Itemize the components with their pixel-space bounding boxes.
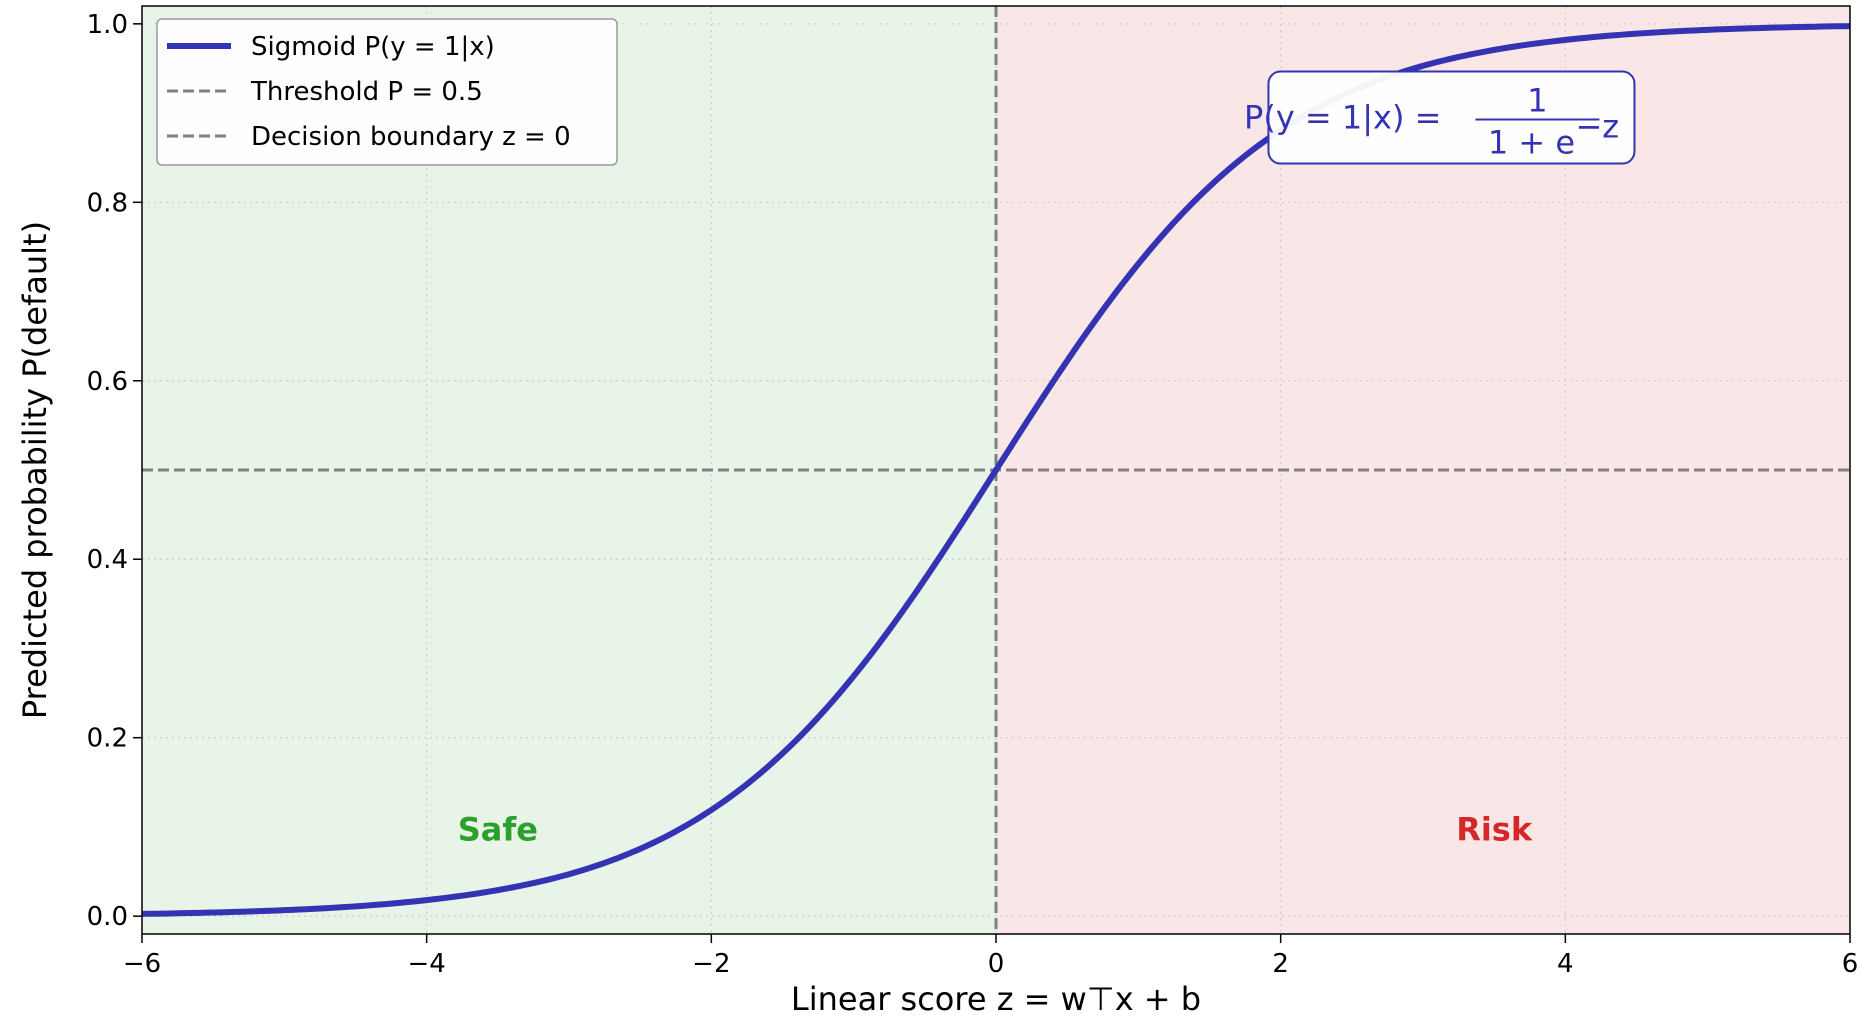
- legend-item-threshold: Threshold P = 0.5: [167, 77, 483, 107]
- legend-box: [156, 18, 618, 166]
- legend: Sigmoid P(y = 1|x) Threshold P = 0.5 Decis…: [156, 18, 618, 166]
- y-tick-label: 0.6: [87, 367, 128, 397]
- y-axis-label: Predicted probability P(default): [16, 221, 54, 719]
- legend-item-boundary: Decision boundary z = 0: [167, 122, 571, 152]
- x-axis-label: Linear score z = w⊤x + b: [791, 980, 1201, 1018]
- y-tick-label: 0.8: [87, 188, 128, 218]
- region-labels: Safe Risk: [458, 810, 1533, 848]
- legend-label: Decision boundary z = 0: [251, 122, 571, 152]
- formula-annotation: P(y = 1|x) = 1 1 + e −z: [1244, 70, 1636, 165]
- x-tick-label: 0: [988, 949, 1005, 979]
- series-group: [141, 23, 1851, 917]
- x-tick-label: −2: [692, 949, 730, 979]
- formula-denominator: 1 + e: [1488, 124, 1575, 162]
- x-tick-label: 2: [1272, 949, 1289, 979]
- x-tick-label: 4: [1557, 949, 1574, 979]
- y-tick-label: 0.2: [87, 724, 128, 754]
- sigmoid-curve: [141, 23, 1851, 917]
- x-tick-label: −4: [408, 949, 446, 979]
- x-axis-ticks: −6 −4 −2 0 2 4 6: [123, 934, 1858, 979]
- formula-exponent: −z: [1575, 108, 1619, 146]
- formula-box: [1267, 70, 1636, 165]
- legend-item-sigmoid: Sigmoid P(y = 1|x): [167, 32, 495, 62]
- y-tick-label: 0.4: [87, 545, 128, 575]
- region-label-safe: Safe: [458, 810, 538, 848]
- region-label-risk: Risk: [1456, 810, 1533, 848]
- x-tick-label: 6: [1842, 949, 1859, 979]
- y-tick-label: 0.0: [87, 902, 128, 932]
- y-tick-label: 1.0: [87, 10, 128, 40]
- formula-lhs: P(y = 1|x) =: [1244, 99, 1441, 137]
- x-tick-label: −6: [123, 949, 161, 979]
- y-axis-ticks: 0.0 0.2 0.4 0.6 0.8 1.0: [87, 10, 142, 932]
- legend-label: Sigmoid P(y = 1|x): [251, 32, 495, 62]
- formula-numerator: 1: [1527, 82, 1547, 120]
- legend-label: Threshold P = 0.5: [250, 77, 483, 107]
